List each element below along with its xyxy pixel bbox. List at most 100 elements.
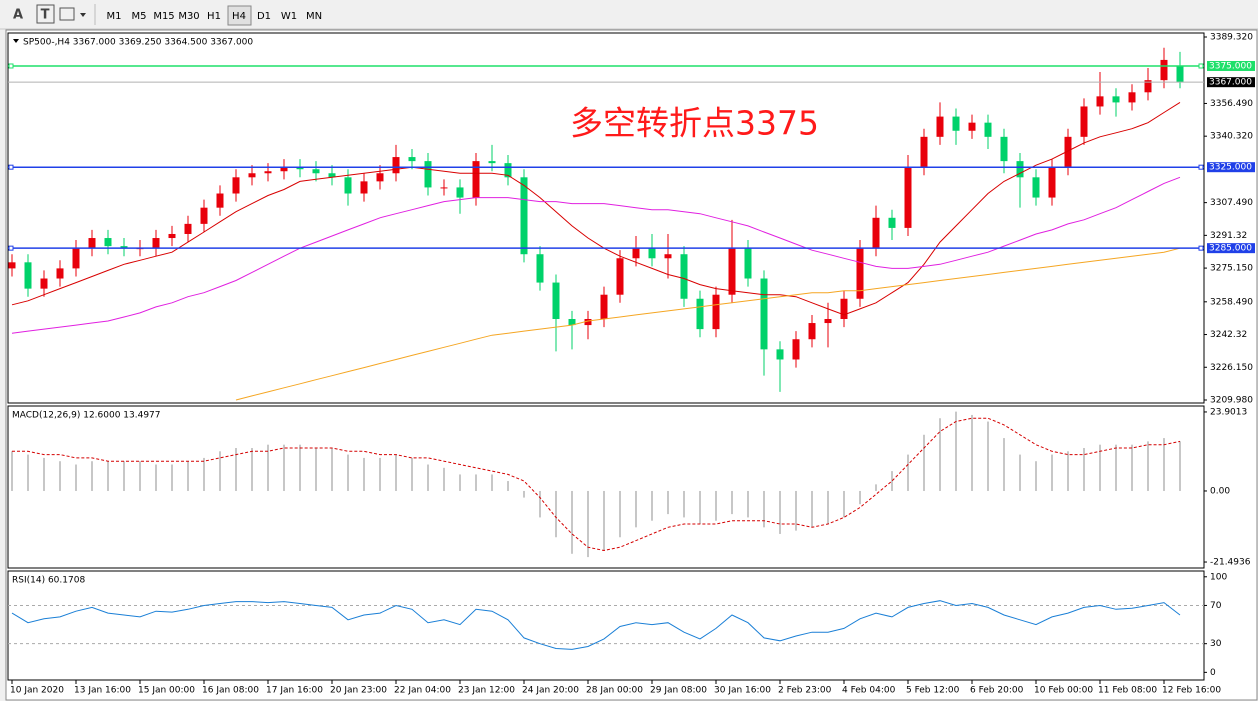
candle-body (936, 116, 944, 137)
timeframe-button[interactable]: MN (306, 11, 322, 22)
pane-title: RSI(14) 60.1708 (12, 576, 85, 586)
level-label-box (1207, 162, 1255, 173)
candle-body (280, 167, 288, 172)
candle-body (472, 161, 480, 198)
candle-body (232, 177, 240, 194)
level-handle (1198, 164, 1204, 170)
moving-average (235, 247, 1181, 401)
candle-body (344, 177, 352, 194)
candle-body (792, 339, 800, 360)
moving-average (11, 101, 1181, 316)
candle-body (1176, 65, 1184, 83)
timeframe-label: M5 (132, 11, 147, 22)
x-tick-label: 4 Feb 04:00 (842, 686, 896, 696)
timeframe-button[interactable]: M5 (132, 11, 147, 22)
icon-arrow (80, 13, 86, 17)
toolbar-items: A T M1 M5 M15 M30 H1 H4 D1 W1 MN (13, 4, 322, 26)
x-tick-label: 13 Jan 16:00 (74, 686, 131, 696)
timeframe-button[interactable]: H1 (207, 11, 221, 22)
candle-body (456, 187, 464, 198)
timeframe-button[interactable]: M1 (107, 11, 122, 22)
y-tick-label: 3258.490 (1210, 297, 1253, 307)
candle-body (712, 294, 720, 330)
candle-body (904, 167, 912, 228)
timeframe-button[interactable]: W1 (281, 11, 297, 22)
candle-body (504, 163, 512, 178)
candle-body (1000, 136, 1008, 162)
level-handle (8, 245, 14, 251)
y-tick-label: 0 (1210, 668, 1216, 678)
y-tick-label: 3209.980 (1210, 396, 1253, 406)
candle-body (168, 233, 176, 239)
x-tick-label: 10 Feb 00:00 (1034, 686, 1093, 696)
candle-body (600, 294, 608, 319)
candle-body (296, 167, 304, 170)
candle-body (424, 161, 432, 188)
level-label: 3285.000 (1209, 244, 1252, 254)
y-tick-label: -21.4936 (1210, 558, 1251, 568)
candle-body (56, 268, 64, 279)
x-tick-label: 22 Jan 04:00 (394, 686, 451, 696)
candle-body (1128, 92, 1136, 103)
timeframe-button[interactable]: M30 (178, 11, 199, 22)
x-tick-label: 30 Jan 16:00 (714, 686, 771, 696)
candle-body (248, 173, 256, 178)
timeframe-button[interactable]: D1 (257, 11, 271, 22)
timeframe-label: H1 (207, 11, 221, 22)
x-tick-label: 24 Jan 20:00 (522, 686, 579, 696)
candle-body (24, 262, 32, 289)
candle-body (392, 157, 400, 174)
level-label: 3375.000 (1209, 61, 1252, 71)
y-tick-label: 3226.150 (1210, 363, 1253, 373)
candle-body (536, 254, 544, 283)
x-tick-label: 15 Jan 00:00 (138, 686, 195, 696)
candle-body (824, 318, 832, 324)
candle-body (1016, 161, 1024, 178)
timeframe-button[interactable]: H4 (227, 5, 252, 26)
candle-body (1160, 59, 1168, 81)
candle-body (1096, 96, 1104, 107)
x-tick-label: 29 Jan 08:00 (650, 686, 707, 696)
candle-body (264, 171, 272, 174)
rsi-line (11, 600, 1181, 650)
y-tick-label: 3242.32 (1210, 330, 1247, 340)
candle-body (120, 246, 128, 249)
x-tick-label: 16 Jan 08:00 (202, 686, 259, 696)
candle-body (216, 193, 224, 208)
tool-button[interactable] (36, 4, 55, 24)
zoom-icon[interactable] (59, 7, 86, 21)
pane-title: MACD(12,26,9) 12.6000 13.4977 (12, 411, 161, 421)
candle-body (360, 181, 368, 194)
timeframe-label: M1 (107, 11, 122, 22)
x-tick-label: 28 Jan 00:00 (586, 686, 643, 696)
candle-body (584, 318, 592, 326)
timeframe-label: H4 (232, 11, 246, 22)
y-tick-label: 3356.490 (1210, 99, 1253, 109)
candle-body (312, 169, 320, 174)
pane-frame (7, 570, 1205, 681)
chart-panes: 3389.320 3356.490 3340.320 3307.490 3291.32 3… (7, 32, 1255, 696)
candle-body (856, 248, 864, 299)
candle-body (664, 254, 672, 259)
pane: 3389.320 3356.490 3340.320 3307.490 3291.32 3… (7, 32, 1255, 406)
candle-body (744, 248, 752, 279)
x-tick-label: 11 Feb 08:00 (1098, 686, 1157, 696)
timeframe-button[interactable]: M15 (153, 11, 174, 22)
y-tick-label: 23.9013 (1210, 407, 1247, 417)
y-tick-label: 70 (1210, 601, 1222, 611)
candle-body (408, 157, 416, 162)
x-tick-label: 5 Feb 12:00 (906, 686, 960, 696)
candle-body (376, 173, 384, 182)
candle-body (8, 262, 16, 269)
y-tick-label: 0.00 (1210, 486, 1230, 496)
candle-body (1064, 136, 1072, 168)
level-handle (1198, 63, 1204, 69)
annotation: 多空转折点3375 (570, 104, 819, 143)
candle-body (984, 122, 992, 137)
candle-body (568, 318, 576, 326)
macd-signal (12, 417, 1181, 552)
candle-body (520, 177, 528, 255)
candle-body (968, 122, 976, 131)
timeframe-label: D1 (257, 11, 271, 22)
